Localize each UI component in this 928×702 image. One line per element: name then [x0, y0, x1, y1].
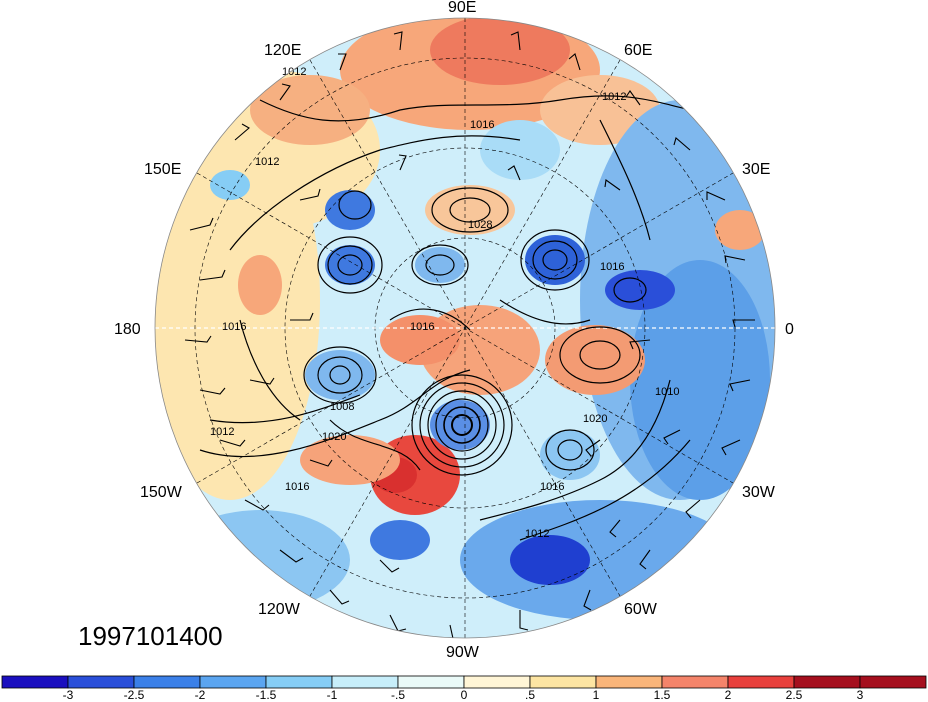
- contour-label: 1012: [602, 91, 626, 103]
- contour-label: 1008: [330, 401, 354, 413]
- colorbar-box: [463, 675, 531, 689]
- colorbar-tick-label: -2.5: [124, 688, 145, 702]
- lon-label-60w: 60W: [624, 601, 658, 618]
- lon-label-30w: 30W: [742, 484, 776, 501]
- colorbar-box: [397, 675, 465, 689]
- colorbar-box: [265, 675, 333, 689]
- colorbar-box: [529, 675, 597, 689]
- colorbar-box: [133, 675, 201, 689]
- colorbar-box: [859, 675, 927, 689]
- colorbar-box: [331, 675, 399, 689]
- colorbar-tick-label: 3: [857, 688, 864, 702]
- colorbar-tick-label: 2: [725, 688, 732, 702]
- colorbar-tick-label: -3: [63, 688, 74, 702]
- colorbar-tick-label: -2: [195, 688, 206, 702]
- contour-label: 1016: [470, 119, 494, 131]
- colorbar-tick-label: 0: [461, 688, 468, 702]
- longitude-labels: 90E 60E 30E 0 30W 60W 90W 120W 150W 180 …: [114, 0, 794, 661]
- colorbar-tick-label: 1: [593, 688, 600, 702]
- contour-label: 1016: [410, 321, 434, 333]
- colorbar-box: [67, 675, 135, 689]
- pressure-contours: [199, 95, 691, 541]
- contour-label: 1012: [255, 156, 279, 168]
- contour-label: 1016: [540, 481, 564, 493]
- colorbar-tick-label: -1.5: [256, 688, 277, 702]
- colorbar-tick-label: .5: [525, 688, 535, 702]
- lon-label-120e: 120E: [264, 42, 301, 59]
- contour-label: 1012: [210, 426, 234, 438]
- colorbar-box: [727, 675, 795, 689]
- colorbar-box: [661, 675, 729, 689]
- graticule: [155, 18, 775, 638]
- contour-label: 1028: [468, 219, 492, 231]
- colorbar-tick-label: -1: [327, 688, 338, 702]
- lon-label-150e: 150E: [144, 161, 181, 178]
- lon-label-90w: 90W: [446, 644, 480, 661]
- contour-label: 1016: [285, 481, 309, 493]
- lon-label-60e: 60E: [624, 42, 652, 59]
- map-boundary: [154, 17, 776, 639]
- lon-label-150w: 150W: [140, 484, 183, 501]
- colorbar-box: [1, 675, 69, 689]
- date-label: 1997101400: [78, 621, 223, 651]
- contour-label: 1010: [655, 386, 679, 398]
- contour-label: 1016: [600, 261, 624, 273]
- lon-label-120w: 120W: [258, 601, 301, 618]
- lon-label-30e: 30E: [742, 161, 770, 178]
- colorbar-box: [793, 675, 861, 689]
- colorbar-tick-label: 2.5: [786, 688, 803, 702]
- colorbar-tick-label: -.5: [391, 688, 405, 702]
- contour-label: 1012: [525, 528, 549, 540]
- contour-label: 1012: [282, 66, 306, 78]
- colorbar-tick-label: 1.5: [654, 688, 671, 702]
- contour-label: 1016: [222, 321, 246, 333]
- colorbar: -3 -2.5 -2 -1.5 -1 -.5 0 .5 1 1.5 2 2.5 3: [1, 675, 927, 702]
- lon-label-180: 180: [114, 321, 141, 338]
- lon-label-90e: 90E: [448, 0, 476, 16]
- lon-label-0: 0: [785, 321, 794, 338]
- contour-label: 1020: [322, 431, 346, 443]
- colorbar-box: [199, 675, 267, 689]
- contour-label: 1020: [583, 413, 607, 425]
- wind-barbs: [184, 31, 755, 638]
- colorbar-box: [595, 675, 663, 689]
- contour-labels: 1012 1016 1012 1028 1016 1016 1016 1008 …: [210, 66, 679, 540]
